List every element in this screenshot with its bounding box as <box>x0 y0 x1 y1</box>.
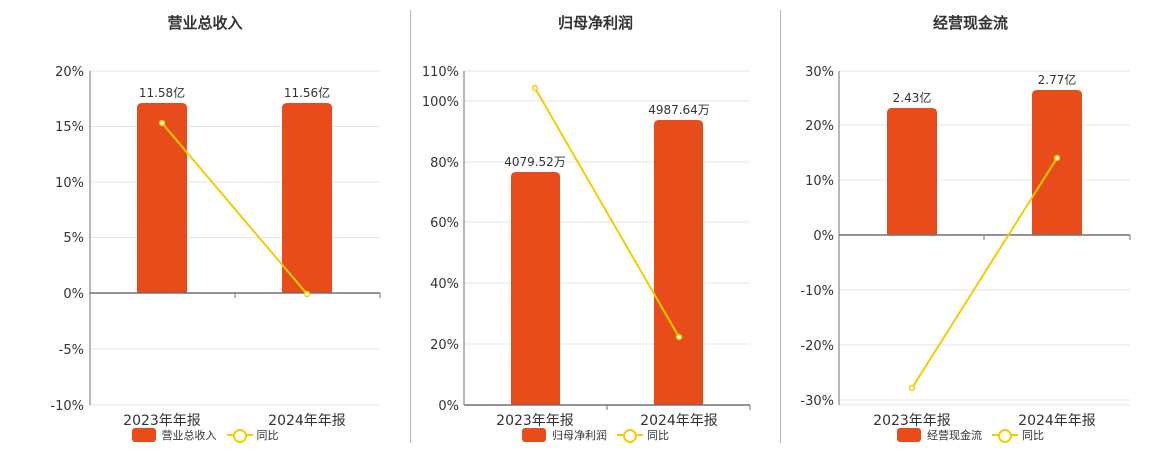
legend-bar-label[interactable]: 经营现金流 <box>927 429 982 442</box>
bar-2023[interactable] <box>511 172 560 405</box>
legend-line-swatch[interactable] <box>992 428 1018 443</box>
y-tick-label: 110% <box>422 65 459 80</box>
bar-2024[interactable] <box>282 103 332 293</box>
y-tick-label: 10% <box>805 174 834 189</box>
yoy-line <box>161 122 308 295</box>
legend-line-swatch[interactable] <box>617 428 643 443</box>
chart-plot: 30% 20% 10% 0% -10% -20% -30% 2.43亿 2.77… <box>800 65 1131 429</box>
yoy-point[interactable] <box>1053 154 1061 162</box>
chart-legend: 经营现金流 同比 <box>781 427 1160 443</box>
bar-2024[interactable] <box>1032 90 1082 235</box>
legend-bar-label[interactable]: 营业总收入 <box>161 429 217 442</box>
y-tick-label: 5% <box>63 231 84 246</box>
y-tick-label: -10% <box>800 284 834 299</box>
chart-panel-operating-cash-flow: 经营现金流 30% 20% 10% 0% -10% -20% -30% 2.43… <box>781 0 1160 450</box>
y-tick-label: 80% <box>430 156 459 171</box>
panel-divider <box>410 10 411 443</box>
legend-bar-swatch[interactable] <box>897 428 921 442</box>
x-tick-label: 2023年年报 <box>873 413 951 429</box>
y-tick-label: 20% <box>430 338 459 353</box>
legend-line-label[interactable]: 同比 <box>256 429 279 442</box>
y-tick-label: 0% <box>63 287 84 302</box>
chart-legend: 营业总收入 同比 <box>0 427 410 443</box>
y-tick-label: 60% <box>430 216 459 231</box>
x-tick-label: 2024年年报 <box>640 413 718 429</box>
bar-value-label: 2.77亿 <box>1038 72 1077 87</box>
bar-value-label: 2.43亿 <box>893 90 932 105</box>
x-tick-label: 2024年年报 <box>1018 413 1096 429</box>
yoy-line <box>534 87 680 338</box>
y-tick-label: -5% <box>59 343 84 358</box>
y-tick-label: 30% <box>805 65 834 80</box>
panel-divider <box>780 10 781 443</box>
chart-title: 营业总收入 <box>167 14 243 32</box>
bar-2023[interactable] <box>887 108 937 235</box>
legend-bar-swatch[interactable] <box>131 428 156 442</box>
x-tick-label: 2023年年报 <box>496 413 574 429</box>
legend-bar-swatch[interactable] <box>522 428 546 442</box>
legend-line-label[interactable]: 同比 <box>647 429 669 442</box>
y-tick-label: 20% <box>55 65 84 80</box>
bar-value-label: 4987.64万 <box>648 103 710 117</box>
chart-panel-net-profit: 归母净利润 110% 100% 80% 60% 40% 20% 0% 4079.… <box>411 0 780 450</box>
bar-value-label: 4079.52万 <box>504 155 566 169</box>
y-tick-label: 100% <box>422 95 459 110</box>
chart-plot: 110% 100% 80% 60% 40% 20% 0% 4079.52万 49… <box>422 65 751 429</box>
legend-bar-label[interactable]: 归母净利润 <box>552 429 607 442</box>
y-tick-label: 10% <box>55 176 84 191</box>
y-tick-label: -10% <box>50 399 84 414</box>
yoy-line <box>911 157 1058 389</box>
y-tick-label: 0% <box>438 399 459 414</box>
y-tick-label: 40% <box>430 277 459 292</box>
legend-line-label[interactable]: 同比 <box>1022 429 1044 442</box>
x-tick-label: 2023年年报 <box>123 413 201 429</box>
yoy-point[interactable] <box>675 333 683 341</box>
yoy-point[interactable] <box>158 119 166 127</box>
y-tick-label: 15% <box>55 120 84 135</box>
bar-value-label: 11.58亿 <box>139 85 185 100</box>
chart-title: 经营现金流 <box>932 14 1008 32</box>
bar-2024[interactable] <box>654 120 703 405</box>
y-tick-label: 0% <box>813 229 834 244</box>
legend-line-swatch[interactable] <box>226 428 253 443</box>
y-tick-label: -20% <box>800 339 834 354</box>
chart-plot: 20% 15% 10% 5% 0% -5% -10% 11.58亿 11.56亿… <box>50 65 381 429</box>
yoy-point[interactable] <box>908 384 916 392</box>
yoy-point[interactable] <box>303 290 311 298</box>
chart-legend: 归母净利润 同比 <box>411 427 780 443</box>
bar-2023[interactable] <box>137 103 187 293</box>
chart-panel-revenue: 营业总收入 20% 15% 10% 5% 0% -5% -10% 11.58亿 <box>0 0 410 450</box>
chart-title: 归母净利润 <box>557 14 633 32</box>
y-tick-label: -30% <box>800 394 834 409</box>
x-tick-label: 2024年年报 <box>268 413 346 429</box>
y-tick-label: 20% <box>805 119 834 134</box>
yoy-point[interactable] <box>531 84 539 92</box>
bar-value-label: 11.56亿 <box>284 85 330 100</box>
